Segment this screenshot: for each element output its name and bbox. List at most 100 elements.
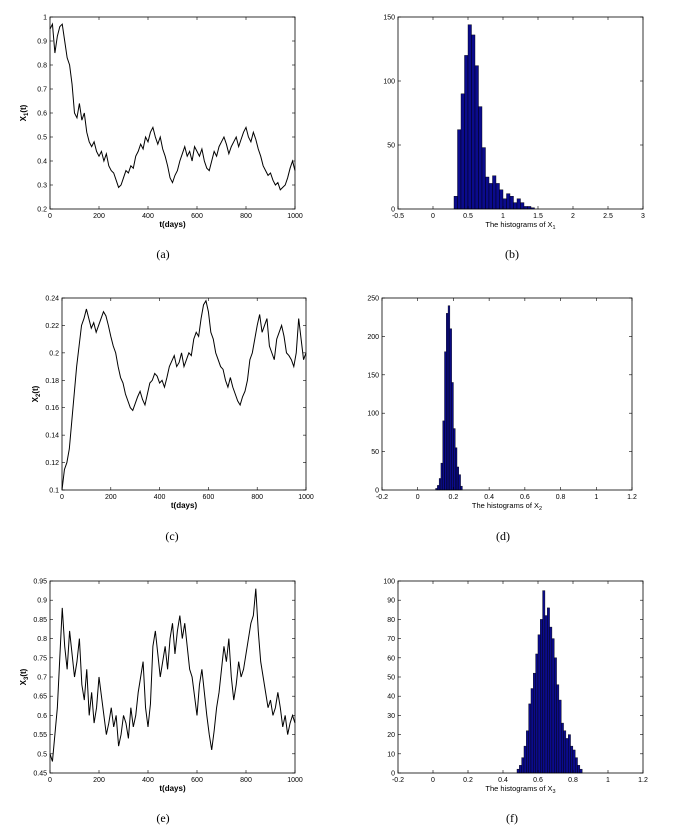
histogram-bar [456, 466, 459, 491]
histogram-bar [528, 703, 532, 774]
histogram-bar [549, 626, 553, 774]
histogram-bar [446, 313, 449, 491]
x-tick-label: 1000 [287, 213, 303, 220]
y-tick-label: 0.6 [37, 713, 47, 720]
x-tick-label: 0.2 [463, 777, 473, 784]
x-tick-label: 0 [416, 494, 420, 501]
y-tick-label: 0.16 [45, 405, 59, 412]
histogram-bar [530, 688, 534, 774]
y-tick-label: 0.5 [37, 751, 47, 758]
histogram-bar [547, 607, 550, 774]
histogram-bar [492, 175, 497, 210]
y-tick-label: 50 [387, 675, 395, 682]
histogram-bar [453, 428, 456, 491]
y-tick-label: 0.12 [45, 460, 59, 467]
x-tick-label: 1 [606, 777, 610, 784]
histogram-bar [440, 462, 443, 491]
y-tick-label: 250 [367, 296, 379, 303]
plot-frame [61, 297, 307, 491]
y-tick-label: 200 [367, 334, 379, 341]
histogram-bar [471, 34, 476, 210]
histogram-bar [565, 738, 569, 774]
y-tick-label: 0.7 [37, 87, 47, 94]
histogram-bar [467, 24, 472, 210]
x-tick-label: 200 [105, 494, 117, 501]
y-tick-label: 0.75 [33, 655, 47, 662]
x-axis-label: The histograms of X2 [472, 501, 542, 512]
x-tick-label: 0.2 [449, 494, 459, 501]
histogram-bar [516, 198, 521, 210]
panel-caption: (e) [156, 811, 169, 825]
y-tick-label: 0.55 [33, 732, 47, 739]
histogram-bar [521, 757, 525, 774]
y-axis-label: X2(t) [31, 385, 42, 402]
x-tick-label: 200 [93, 213, 105, 220]
plot-frame [397, 16, 644, 210]
x-tick-label: 1.2 [627, 494, 637, 501]
y-tick-label: 80 [387, 617, 395, 624]
x-tick-label: 0 [60, 494, 64, 501]
chart-panel-a: 0 200 400 600 800 1000 0.2 0.3 0.4 0.5 0.6 0.7 0.8 0.… [19, 15, 303, 262]
histogram-bar [520, 202, 525, 210]
chart-panel-c: 0 200 400 600 800 1000 0.1 0.12 0.14 0.16 0.18 0.2 0… [31, 296, 314, 544]
histogram-bar [502, 198, 507, 210]
histogram-bar [442, 420, 445, 491]
histogram-bar [506, 193, 511, 210]
x-tick-label: 400 [142, 213, 154, 220]
panel-caption: (c) [165, 529, 178, 543]
chart-panel-e: 0 200 400 600 800 1000 0.45 0.5 0.55 0.6 0.65 0.7 0.… [19, 579, 303, 826]
histogram-bar [570, 745, 574, 774]
x-tick-label: 1 [594, 494, 598, 501]
histogram-bar [495, 183, 500, 210]
histogram-bar [444, 351, 447, 491]
histogram-bar [464, 55, 469, 210]
y-tick-label: 100 [383, 79, 395, 86]
y-tick-label: 0.8 [37, 636, 47, 643]
x-tick-label: 0.4 [498, 777, 508, 784]
series-line [49, 22, 296, 191]
histogram-bar [554, 657, 557, 774]
x-tick-label: 400 [154, 494, 166, 501]
histogram-bar [485, 176, 490, 210]
y-tick-label: 30 [387, 713, 395, 720]
x-tick-label: 2.5 [603, 213, 613, 220]
y-tick-label: 0.95 [33, 579, 47, 586]
y-tick-label: 0.4 [37, 159, 47, 166]
x-axis-label: t(days) [159, 220, 186, 229]
x-axis-label: The histograms of X3 [485, 784, 555, 795]
y-tick-label: 150 [383, 15, 395, 22]
y-tick-label: 90 [387, 598, 395, 605]
histogram-bar [535, 653, 539, 774]
histogram-bar [533, 672, 536, 774]
histogram-bar [488, 183, 493, 210]
plot-frame [381, 297, 633, 491]
histogram-bar [438, 478, 442, 491]
x-tick-label: 3 [641, 213, 645, 220]
histogram-bar [481, 147, 486, 210]
y-axis-label: X1(t) [19, 104, 30, 121]
histogram-bar [544, 615, 548, 774]
histogram-bar [460, 93, 465, 210]
y-tick-label: 0.24 [45, 296, 59, 303]
y-tick-label: 0.5 [37, 135, 47, 142]
histogram-bar [455, 447, 458, 491]
histogram-bar [526, 730, 529, 774]
histogram-bar [509, 195, 514, 210]
x-tick-label: 0.4 [484, 494, 494, 501]
x-tick-label: 1.5 [533, 213, 543, 220]
x-tick-label: 600 [191, 777, 203, 784]
x-tick-label: 800 [240, 213, 252, 220]
histogram-bar [561, 722, 564, 774]
x-tick-label: 1 [501, 213, 505, 220]
histogram-bar [551, 638, 555, 774]
x-axis-label: t(days) [159, 784, 186, 793]
x-tick-label: 0.8 [556, 494, 566, 501]
histogram-bar [513, 202, 518, 210]
x-tick-label: -0.5 [392, 213, 404, 220]
panel-caption: (f) [506, 811, 518, 825]
y-tick-label: 150 [367, 372, 379, 379]
y-tick-label: 0.85 [33, 617, 47, 624]
y-tick-label: 0.9 [37, 598, 47, 605]
histogram-bar [474, 65, 479, 210]
histogram-bar [574, 757, 578, 774]
